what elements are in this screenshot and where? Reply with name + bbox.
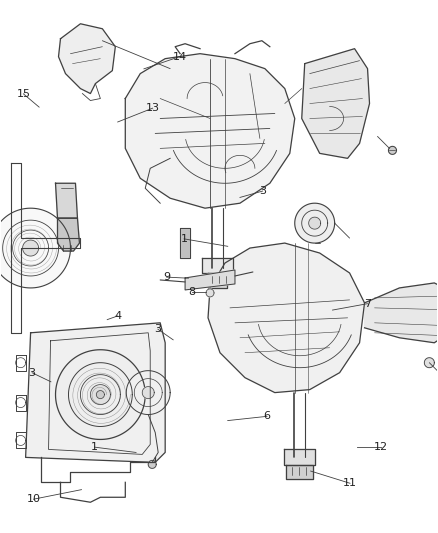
Text: 11: 11: [343, 478, 357, 488]
Polygon shape: [180, 228, 190, 258]
Polygon shape: [206, 289, 214, 297]
Polygon shape: [56, 350, 145, 439]
Polygon shape: [389, 147, 396, 155]
Polygon shape: [202, 258, 233, 273]
Polygon shape: [286, 465, 313, 479]
Polygon shape: [295, 203, 335, 243]
Polygon shape: [23, 240, 39, 256]
Polygon shape: [126, 370, 170, 415]
Polygon shape: [309, 217, 321, 229]
Text: 8: 8: [188, 287, 195, 297]
Text: 1: 1: [180, 234, 187, 244]
Text: 12: 12: [374, 442, 388, 452]
Text: 15: 15: [16, 89, 30, 99]
Text: 9: 9: [163, 272, 170, 282]
Polygon shape: [25, 323, 165, 462]
Polygon shape: [148, 461, 156, 469]
Polygon shape: [125, 54, 295, 208]
Text: 3: 3: [28, 368, 35, 378]
Polygon shape: [208, 243, 364, 393]
Polygon shape: [96, 391, 104, 399]
Polygon shape: [57, 218, 79, 251]
Polygon shape: [185, 270, 235, 290]
Polygon shape: [208, 273, 227, 288]
Polygon shape: [424, 358, 434, 368]
Polygon shape: [302, 49, 370, 158]
Polygon shape: [90, 385, 110, 405]
Text: 13: 13: [146, 103, 159, 113]
Polygon shape: [142, 386, 154, 399]
Text: 3: 3: [259, 186, 266, 196]
Polygon shape: [0, 208, 71, 288]
Text: 1: 1: [91, 442, 98, 452]
Text: 7: 7: [364, 298, 371, 309]
Text: 4: 4: [114, 311, 121, 321]
Polygon shape: [56, 183, 78, 218]
Polygon shape: [59, 24, 115, 94]
Polygon shape: [284, 449, 314, 465]
Text: 14: 14: [173, 52, 187, 62]
Text: 3: 3: [154, 324, 161, 334]
Text: 6: 6: [264, 411, 271, 421]
Polygon shape: [364, 283, 438, 343]
Text: 10: 10: [26, 494, 40, 504]
